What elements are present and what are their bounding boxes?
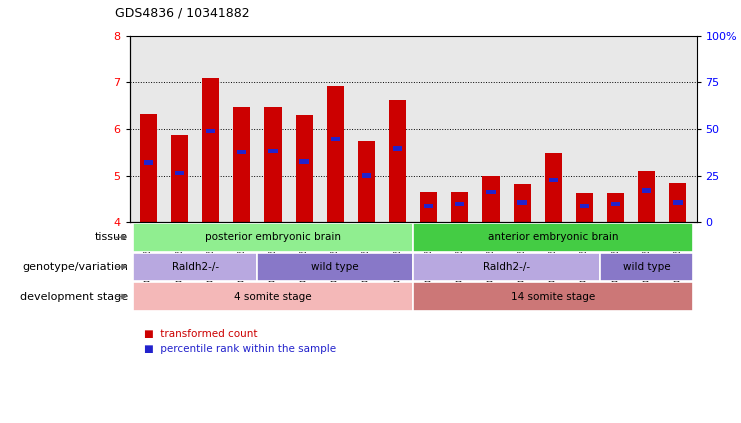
Text: ■  transformed count: ■ transformed count: [144, 329, 258, 339]
Bar: [362, 173, 371, 178]
Bar: [257, 253, 413, 281]
Bar: [420, 192, 437, 222]
Bar: [206, 129, 216, 133]
Bar: [268, 149, 278, 154]
Bar: [486, 190, 496, 194]
Bar: [579, 204, 589, 208]
Bar: [133, 282, 413, 311]
Bar: [413, 253, 600, 281]
Bar: [607, 193, 624, 222]
Bar: [202, 78, 219, 222]
Bar: [514, 184, 531, 222]
Bar: [545, 153, 562, 222]
Bar: [424, 204, 433, 208]
Bar: [327, 86, 344, 222]
Text: wild type: wild type: [623, 262, 671, 272]
Text: development stage: development stage: [20, 291, 128, 302]
Bar: [413, 282, 694, 311]
Bar: [389, 100, 406, 222]
Bar: [296, 115, 313, 222]
Text: Raldh2-/-: Raldh2-/-: [171, 262, 219, 272]
Text: genotype/variation: genotype/variation: [22, 262, 128, 272]
Bar: [638, 171, 655, 222]
Bar: [171, 135, 188, 222]
Bar: [358, 141, 375, 222]
Bar: [299, 159, 309, 164]
Bar: [451, 192, 468, 222]
Text: tissue: tissue: [95, 232, 128, 242]
Bar: [642, 188, 651, 192]
Bar: [576, 193, 593, 222]
Bar: [393, 146, 402, 151]
Bar: [548, 178, 558, 182]
Text: 14 somite stage: 14 somite stage: [511, 291, 595, 302]
Bar: [233, 107, 250, 222]
Text: wild type: wild type: [311, 262, 359, 272]
Text: Raldh2-/-: Raldh2-/-: [483, 262, 530, 272]
Text: 4 somite stage: 4 somite stage: [234, 291, 312, 302]
Bar: [673, 201, 682, 205]
Bar: [175, 171, 185, 175]
Text: ■  percentile rank within the sample: ■ percentile rank within the sample: [144, 344, 336, 354]
Bar: [237, 150, 247, 154]
Bar: [600, 253, 694, 281]
Bar: [144, 160, 153, 165]
Bar: [133, 223, 413, 252]
Bar: [265, 107, 282, 222]
Bar: [140, 114, 157, 222]
Bar: [611, 202, 620, 206]
Text: GDS4836 / 10341882: GDS4836 / 10341882: [115, 6, 250, 19]
Bar: [669, 183, 686, 222]
Bar: [330, 137, 340, 141]
Bar: [482, 176, 499, 222]
Bar: [517, 201, 527, 205]
Bar: [133, 253, 257, 281]
Bar: [455, 202, 465, 206]
Bar: [413, 223, 694, 252]
Text: anterior embryonic brain: anterior embryonic brain: [488, 232, 619, 242]
Text: posterior embryonic brain: posterior embryonic brain: [205, 232, 341, 242]
